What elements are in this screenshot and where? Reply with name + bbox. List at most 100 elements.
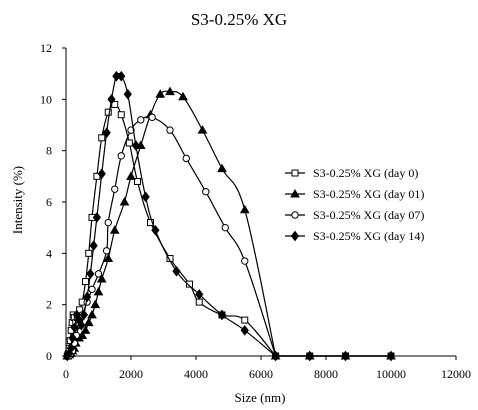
y-tick-label: 4 (46, 246, 52, 260)
x-tick-label: 0 (63, 367, 69, 381)
data-point (117, 152, 125, 160)
data-point (77, 319, 86, 331)
data-point (77, 330, 88, 339)
data-point (202, 188, 210, 196)
data-point (80, 325, 91, 334)
chart-title: S3-0.25% XG (191, 10, 287, 29)
data-point (386, 350, 396, 362)
data-point (240, 325, 249, 336)
y-tick-label: 2 (46, 298, 52, 312)
data-point (102, 127, 111, 139)
data-point (94, 270, 103, 278)
data-point (155, 89, 166, 98)
data-point (70, 322, 79, 334)
data-point (126, 171, 136, 180)
data-point (172, 265, 181, 277)
y-tick-label: 6 (46, 195, 52, 209)
data-point (131, 140, 141, 151)
data-point (125, 139, 133, 147)
x-axis-label: Size (nm) (235, 390, 286, 405)
data-point (271, 350, 280, 362)
data-point (107, 94, 116, 105)
legend-label: S3-0.25% XG (day 14) (313, 229, 424, 243)
y-tick-label: 0 (46, 349, 52, 363)
data-point (141, 191, 150, 203)
y-tick-label: 8 (46, 144, 52, 158)
data-point (104, 218, 112, 227)
data-point (305, 350, 314, 362)
data-point (197, 125, 208, 134)
data-point (117, 111, 125, 119)
x-tick-label: 6000 (249, 367, 273, 381)
data-point (88, 285, 96, 293)
plot-area (62, 70, 396, 362)
legend: S3-0.25% XG (day 0) S3-0.25% XG (day 01) S… (285, 166, 424, 243)
data-point (103, 253, 114, 262)
data-point (87, 309, 97, 319)
data-point (195, 289, 204, 300)
data-point (186, 280, 193, 288)
data-point (102, 247, 111, 255)
data-point (89, 240, 98, 251)
legend-entry: S3-0.25% XG (day 14) (285, 229, 424, 243)
y-tick-label: 10 (40, 92, 52, 106)
data-point (97, 168, 106, 180)
data-point (182, 154, 190, 163)
legend-marker (290, 230, 300, 242)
data-point (166, 126, 174, 134)
y-tick-label: 12 (40, 41, 52, 55)
series-3 (63, 70, 396, 362)
data-point (98, 134, 106, 142)
data-point (109, 225, 120, 234)
data-point (239, 204, 250, 214)
data-point (104, 108, 112, 116)
series-1 (62, 86, 396, 360)
data-point (123, 88, 132, 100)
legend-entry: S3-0.25% XG (day 07) (285, 208, 424, 222)
data-point (241, 257, 249, 265)
data-point (148, 113, 156, 122)
axes: 0 2000 4000 6000 8000 10000 12000 0 2 4 6 8 10 12 (40, 41, 471, 381)
data-point (82, 278, 89, 286)
x-tick-label: 10000 (376, 367, 406, 381)
legend-marker (290, 188, 300, 198)
data-point (83, 317, 94, 327)
legend-label: S3-0.25% XG (day 0) (313, 166, 418, 180)
x-tick-label: 8000 (314, 367, 338, 381)
y-axis-label: Intensity (%) (10, 166, 25, 234)
data-point (195, 298, 203, 306)
data-point (68, 332, 77, 344)
data-point (117, 70, 126, 82)
data-point (66, 342, 76, 354)
data-point (111, 100, 119, 108)
data-point (82, 291, 92, 303)
data-point (178, 91, 188, 101)
data-point (111, 185, 119, 193)
data-point (217, 309, 227, 321)
data-point (165, 86, 175, 96)
data-point (119, 196, 130, 206)
legend-entry: S3-0.25% XG (day 0) (285, 166, 418, 180)
data-point (151, 224, 160, 236)
x-tick-label: 2000 (119, 367, 143, 381)
data-point (341, 350, 350, 362)
data-point (92, 212, 102, 223)
data-point (79, 309, 89, 321)
legend-label: S3-0.25% XG (day 01) (313, 187, 424, 201)
x-tick-label: 4000 (184, 367, 208, 381)
data-point (93, 286, 104, 296)
data-point (134, 177, 141, 185)
legend-marker (291, 211, 299, 219)
legend-entry: S3-0.25% XG (day 01) (285, 187, 424, 201)
x-tick-label: 12000 (441, 367, 471, 381)
data-point (86, 268, 95, 280)
data-point (241, 316, 249, 324)
data-point (137, 116, 145, 124)
data-point (85, 249, 93, 257)
data-point (221, 223, 229, 232)
data-point (90, 299, 101, 309)
data-point (147, 219, 154, 227)
legend-label: S3-0.25% XG (day 07) (313, 208, 424, 222)
data-point (96, 273, 107, 283)
